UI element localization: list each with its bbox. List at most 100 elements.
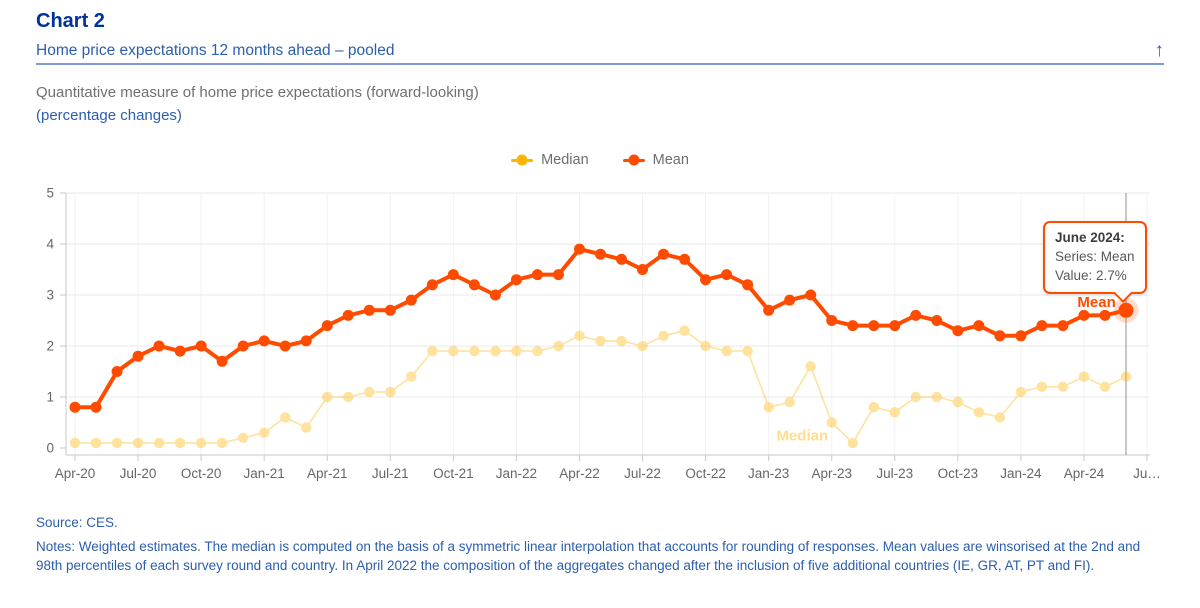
data-point (448, 345, 459, 357)
data-point (1099, 381, 1111, 392)
data-point (763, 304, 775, 316)
data-point (1120, 371, 1132, 382)
data-point (679, 253, 691, 265)
data-point (490, 345, 501, 357)
back-to-top-icon[interactable]: ↑ (1154, 40, 1165, 61)
data-point (952, 396, 964, 408)
data-point (280, 412, 291, 423)
x-tick-label: Oct-21 (433, 466, 474, 481)
legend-item-mean[interactable]: Mean (622, 152, 689, 168)
x-tick-label: Jan-23 (748, 466, 789, 481)
data-point (216, 437, 228, 449)
chart-tooltip: June 2024: Series: Mean Value: 2.7% (1043, 221, 1147, 294)
x-tick-label: Apr-22 (559, 466, 600, 481)
data-point (111, 437, 123, 449)
data-point (1057, 381, 1069, 392)
x-tick-label: Oct-20 (181, 466, 222, 481)
median-marker-icon (511, 158, 534, 162)
data-point (847, 437, 858, 449)
data-point (1036, 320, 1048, 332)
data-point (531, 269, 543, 281)
data-point (1015, 386, 1027, 398)
data-point (469, 345, 480, 357)
data-point (406, 371, 417, 382)
data-point (1099, 309, 1111, 321)
data-point (279, 340, 291, 352)
x-tick-label: Jan-24 (1000, 466, 1042, 481)
data-point (1057, 320, 1069, 332)
data-point (868, 320, 880, 332)
data-point (658, 330, 669, 341)
tooltip-title: June 2024: (1055, 230, 1125, 245)
data-point (195, 340, 207, 352)
x-tick-label: Apr-20 (55, 466, 96, 481)
data-point (679, 325, 690, 336)
data-point (973, 320, 985, 332)
line-chart[interactable]: 0 1 2 3 4 5 Apr-20 Jul-20 Oct-20 Jan-21 Apr-21 Jul-… (0, 180, 1200, 500)
data-point (742, 279, 754, 291)
legend-label-median: Median (541, 152, 589, 168)
data-point (616, 253, 628, 265)
title-row: Home price expectations 12 months ahead … (36, 41, 1164, 60)
data-point (637, 340, 648, 352)
data-point (574, 330, 585, 341)
data-point (595, 248, 606, 260)
data-point (910, 391, 921, 403)
chart-unit-label: (percentage changes) (36, 107, 182, 124)
x-tick-label: Jul-20 (120, 466, 157, 481)
data-point (237, 340, 249, 352)
data-point (532, 345, 543, 357)
data-point (174, 345, 186, 357)
tooltip-series: Series: Mean (1055, 248, 1135, 264)
x-tick-label: Apr-24 (1064, 466, 1105, 481)
y-tick-label: 0 (46, 441, 54, 456)
x-tick-label: Ju… (1133, 466, 1161, 481)
data-point (847, 320, 859, 332)
title-divider (36, 63, 1164, 65)
data-point (511, 345, 522, 357)
data-point (721, 269, 733, 281)
chart-legend: Median Mean (0, 152, 1200, 168)
data-point (1036, 381, 1048, 392)
series-label-mean: Mean (1077, 294, 1115, 311)
notes-text: Notes: Weighted estimates. The median is… (36, 539, 1141, 574)
y-tick-label: 4 (46, 237, 54, 252)
data-point (1078, 371, 1090, 382)
x-tick-label: Oct-23 (938, 466, 979, 481)
data-point (637, 264, 649, 275)
data-point (889, 407, 900, 418)
data-point (868, 402, 879, 413)
data-point (994, 330, 1006, 342)
data-point (489, 289, 501, 301)
data-point (784, 396, 795, 408)
data-point (910, 309, 922, 321)
data-point (595, 335, 606, 347)
data-point (342, 309, 354, 321)
data-point (321, 320, 333, 332)
data-point (258, 427, 270, 438)
chart-description: Quantitative measure of home price expec… (36, 84, 479, 101)
data-point (700, 274, 712, 286)
data-point (90, 401, 102, 413)
y-tick-label: 3 (46, 288, 54, 303)
data-point (805, 361, 816, 372)
y-tick-label: 1 (46, 390, 54, 405)
data-point (363, 304, 375, 316)
data-point (405, 294, 417, 306)
data-point (805, 289, 817, 301)
x-tick-label: Jan-22 (496, 466, 537, 481)
data-point (742, 345, 753, 357)
legend-item-median[interactable]: Median (511, 152, 589, 168)
data-point (889, 320, 901, 332)
x-tick-label: Jan-21 (244, 466, 285, 481)
data-point (90, 437, 102, 449)
data-point (952, 325, 964, 337)
page-title: Home price expectations 12 months ahead … (36, 41, 395, 59)
y-tick-label: 2 (46, 339, 54, 354)
data-point (174, 437, 186, 449)
data-point (931, 315, 943, 326)
data-point (385, 386, 396, 398)
source-text: Source: CES. (36, 515, 118, 530)
x-tick-label: Jul-23 (876, 466, 913, 481)
data-point (216, 355, 228, 367)
